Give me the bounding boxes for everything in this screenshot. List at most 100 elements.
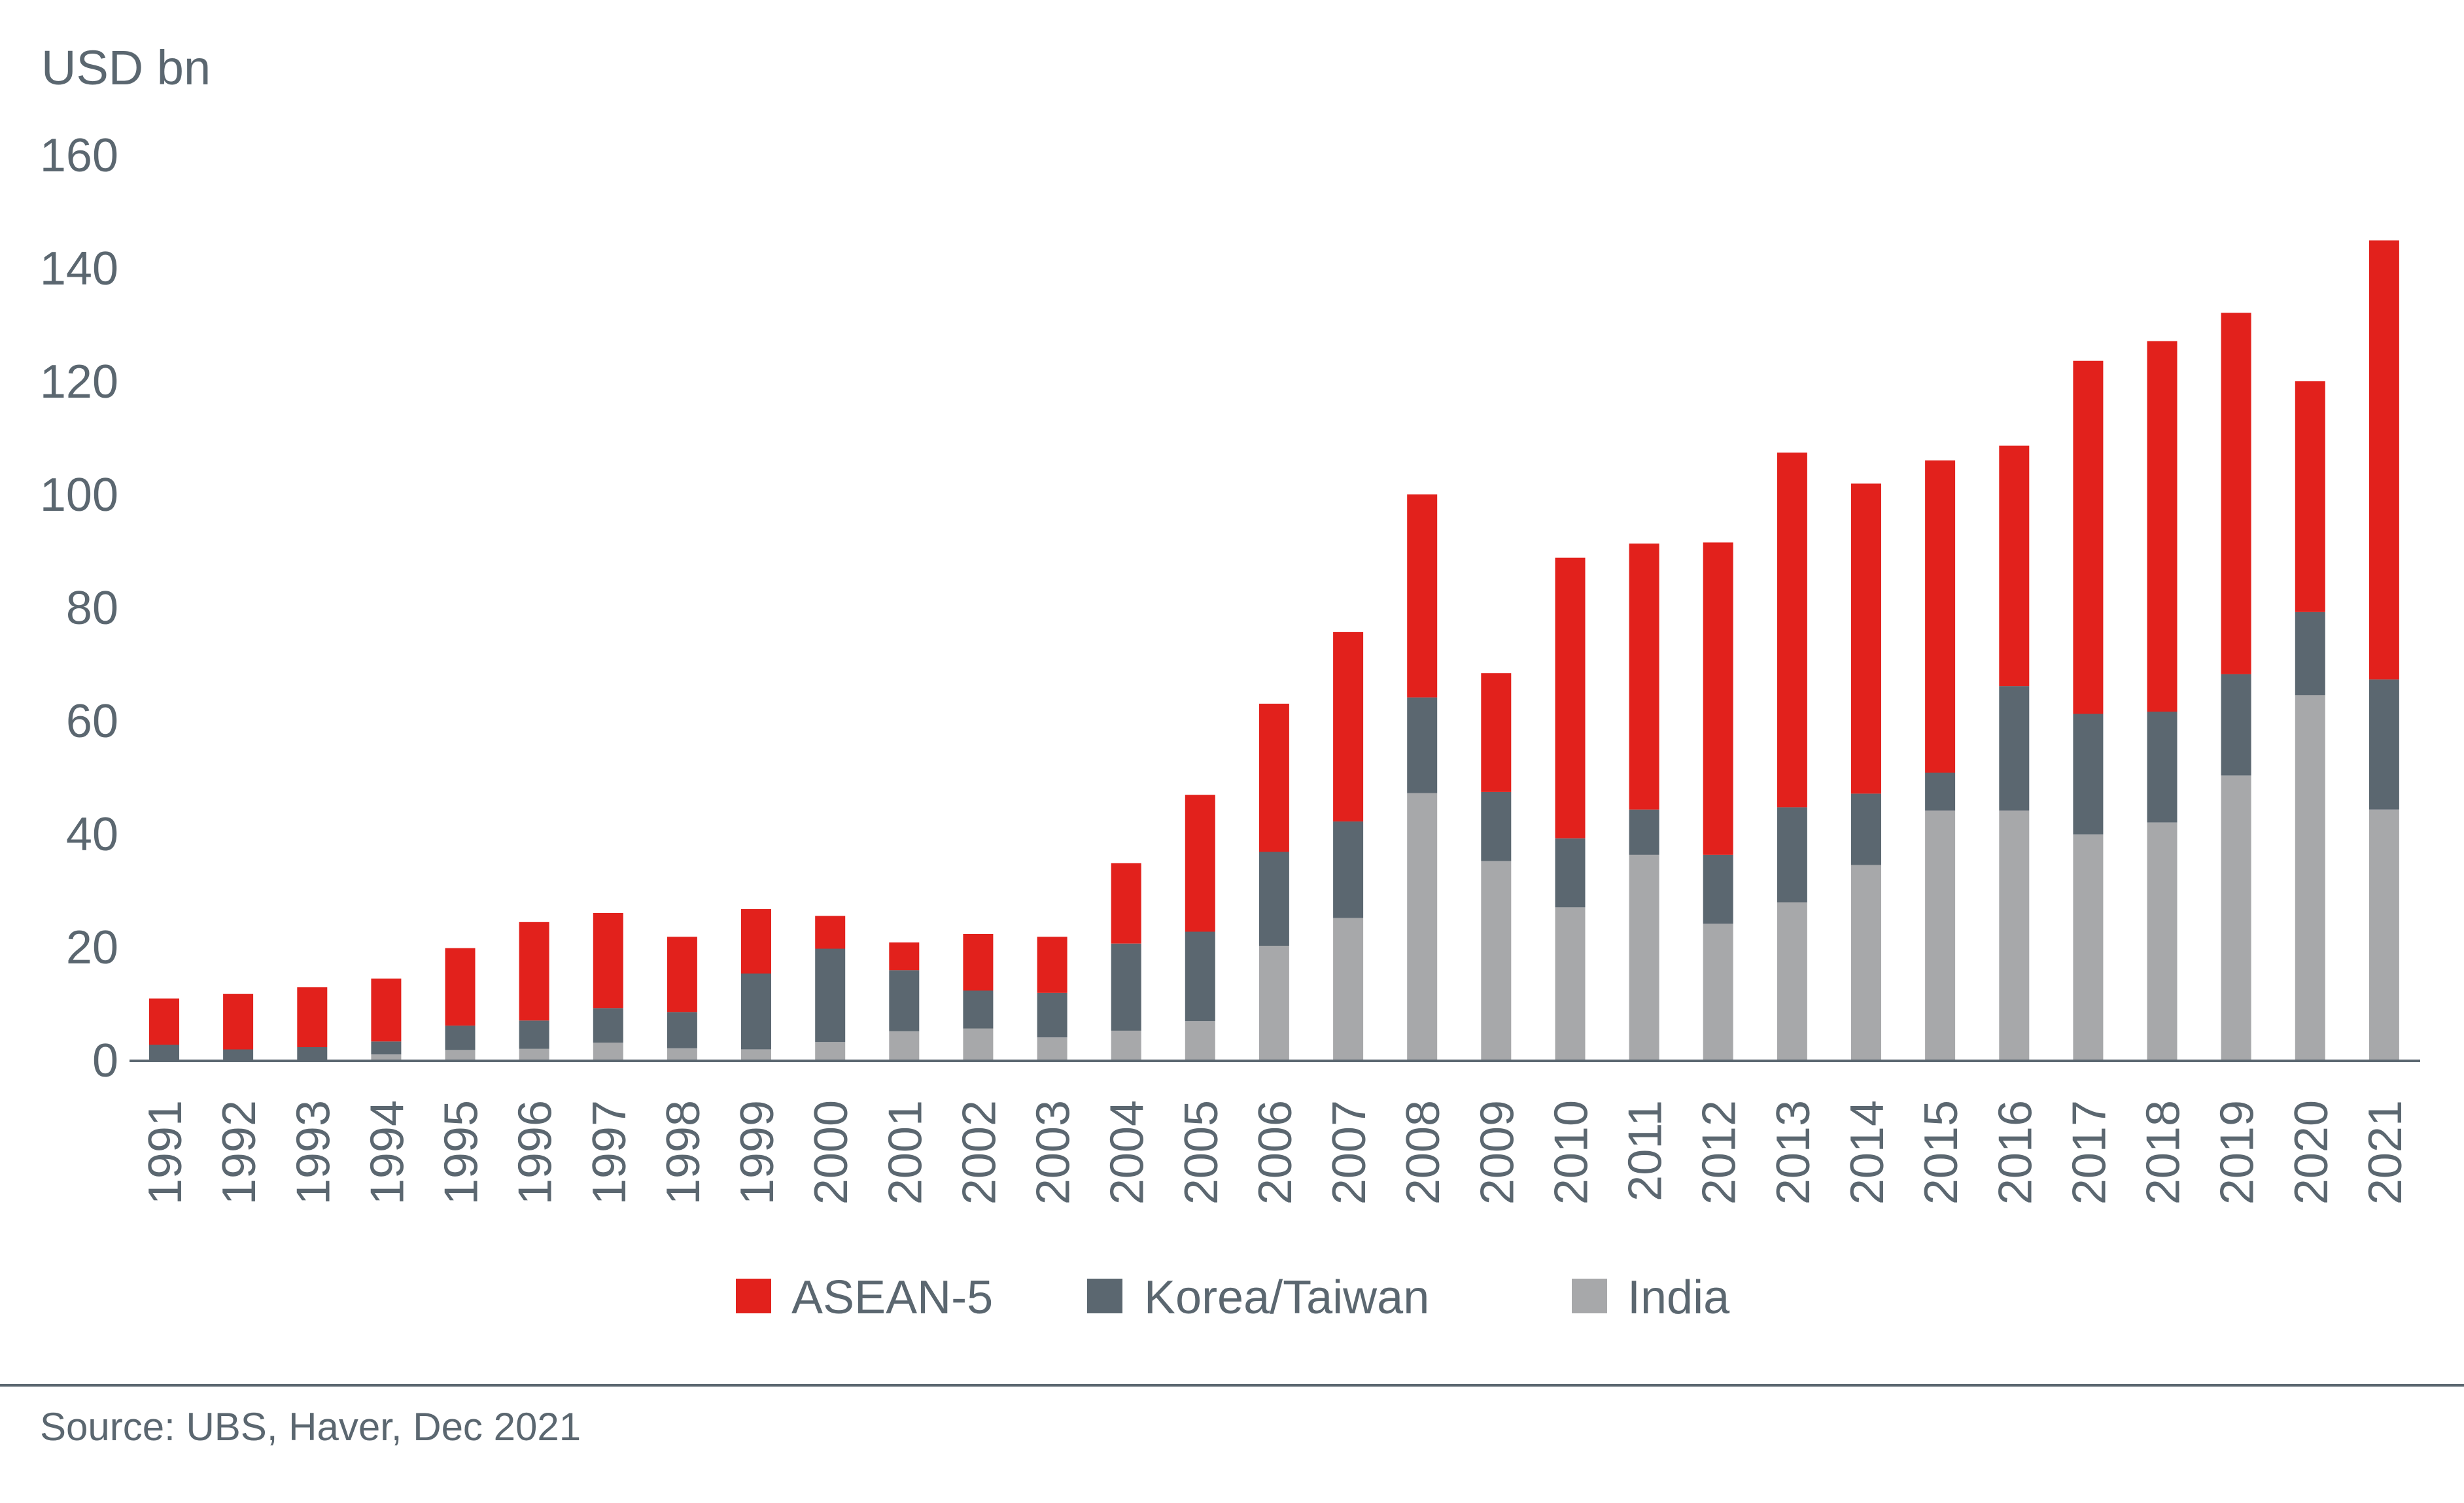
bar-india-2006 [1258,946,1289,1060]
bar-asean-5-1998 [667,937,697,1012]
bar-india-2017 [2073,834,2104,1060]
bar-stack-2010 [1555,557,1586,1060]
bar-korea-taiwan-2005 [1185,931,1215,1022]
bar-korea-taiwan-2021 [2369,679,2399,810]
x-tick-label: 1997 [583,1100,636,1205]
bar-india-1999 [741,1049,771,1060]
bar-stack-1993 [297,987,328,1060]
bar-india-2012 [1703,924,1733,1060]
bar-stack-2011 [1629,544,1659,1060]
x-tick-label: 1993 [287,1100,339,1205]
x-tick-label: 2000 [805,1100,858,1205]
legend-swatch-asean-5 [736,1279,771,1313]
bar-korea-taiwan-2020 [2295,612,2325,695]
bar-korea-taiwan-2019 [2221,674,2251,776]
bar-korea-taiwan-2006 [1258,852,1289,946]
y-tick-label: 60 [66,695,118,748]
bar-asean-5-1996 [519,922,549,1021]
bar-asean-5-2003 [1037,937,1067,993]
bar-stack-2000 [815,916,846,1060]
x-tick-label: 2003 [1028,1100,1080,1205]
bar-asean-5-2021 [2369,240,2399,680]
x-tick-label: 1992 [213,1100,266,1205]
x-tick-label: 1998 [657,1100,710,1205]
bar-korea-taiwan-2018 [2147,712,2178,823]
legend-item-korea-taiwan: Korea/Taiwan [1087,1271,1429,1324]
bar-stack-1997 [593,913,623,1060]
bar-asean-5-2017 [2073,360,2104,714]
bar-india-2007 [1333,918,1364,1060]
bar-korea-taiwan-1997 [593,1008,623,1043]
legend: ASEAN-5 Korea/Taiwan India [736,1271,1730,1324]
x-tick-label: 2015 [1915,1100,1968,1205]
x-tick-label: 2021 [2359,1100,2412,1205]
bar-india-2019 [2221,775,2251,1060]
bar-stack-2004 [1111,863,1141,1060]
bar-stack-2008 [1407,494,1438,1060]
bar-korea-taiwan-2009 [1481,791,1512,861]
x-tick-label: 2014 [1841,1100,1894,1205]
bar-stack-1995 [445,948,476,1060]
bar-asean-5-2006 [1258,703,1289,852]
x-tick-label: 2013 [1767,1100,1820,1205]
y-tick-label: 80 [66,582,118,634]
bar-india-2015 [1925,810,1956,1060]
bar-asean-5-2013 [1777,452,1807,808]
bar-india-2002 [963,1028,994,1060]
bar-korea-taiwan-2011 [1629,809,1659,855]
x-tick-label: 2002 [953,1100,1005,1205]
bar-stack-1999 [741,908,771,1060]
bar-asean-5-1992 [223,993,254,1050]
bar-asean-5-2000 [815,916,846,949]
bar-asean-5-1999 [741,908,771,974]
bar-india-2000 [815,1042,846,1060]
x-tick-label: 2004 [1102,1100,1154,1205]
bar-asean-5-2020 [2295,381,2325,612]
x-tick-label: 1994 [361,1100,413,1205]
bar-asean-5-2011 [1629,544,1659,810]
bar-korea-taiwan-2002 [963,990,994,1029]
y-tick-label: 0 [92,1035,118,1087]
x-tick-label: 2018 [2138,1100,2190,1205]
bar-korea-taiwan-2010 [1555,838,1586,908]
bar-stack-2018 [2147,341,2178,1060]
bar-asean-5-2018 [2147,341,2178,712]
bar-stack-2016 [1999,445,2030,1060]
bar-india-2008 [1407,793,1438,1060]
bar-korea-taiwan-2016 [1999,686,2030,811]
bar-korea-taiwan-2017 [2073,714,2104,835]
bar-asean-5-2019 [2221,313,2251,674]
bar-india-2001 [889,1031,920,1060]
y-axis-unit-label: USD bn [41,41,211,95]
bar-asean-5-1994 [371,978,402,1042]
bar-korea-taiwan-1991 [149,1045,179,1060]
bar-stack-1998 [667,937,697,1060]
bar-stack-2017 [2073,360,2104,1060]
bar-india-1998 [667,1048,697,1060]
bar-korea-taiwan-2004 [1111,943,1141,1031]
bar-korea-taiwan-2001 [889,970,920,1031]
x-axis-ticks: 1991 1992 1993 1994 1995 1996 1997 1998 1999 2000… [139,1100,2412,1205]
bar-korea-taiwan-2008 [1407,697,1438,793]
bar-stack-2001 [889,942,920,1060]
bar-asean-5-1997 [593,913,623,1009]
x-tick-label: 2017 [2063,1100,2115,1205]
bar-stack-2015 [1925,460,1956,1060]
bar-india-2005 [1185,1021,1215,1060]
x-tick-label: 2008 [1397,1100,1449,1205]
y-tick-label: 120 [40,356,118,408]
legend-swatch-korea-taiwan [1087,1279,1122,1313]
bar-stack-1994 [371,978,402,1060]
x-tick-label: 2009 [1471,1100,1523,1205]
legend-label-india: India [1627,1271,1730,1324]
bar-india-2013 [1777,902,1807,1060]
bar-stack-2013 [1777,452,1807,1060]
x-tick-label: 2011 [1620,1100,1672,1201]
bar-korea-taiwan-2015 [1925,772,1956,811]
legend-item-asean-5: ASEAN-5 [736,1271,993,1324]
bar-asean-5-2004 [1111,863,1141,944]
bar-india-2009 [1481,861,1512,1060]
bar-stack-2009 [1481,673,1512,1060]
bar-stack-2019 [2221,313,2251,1060]
